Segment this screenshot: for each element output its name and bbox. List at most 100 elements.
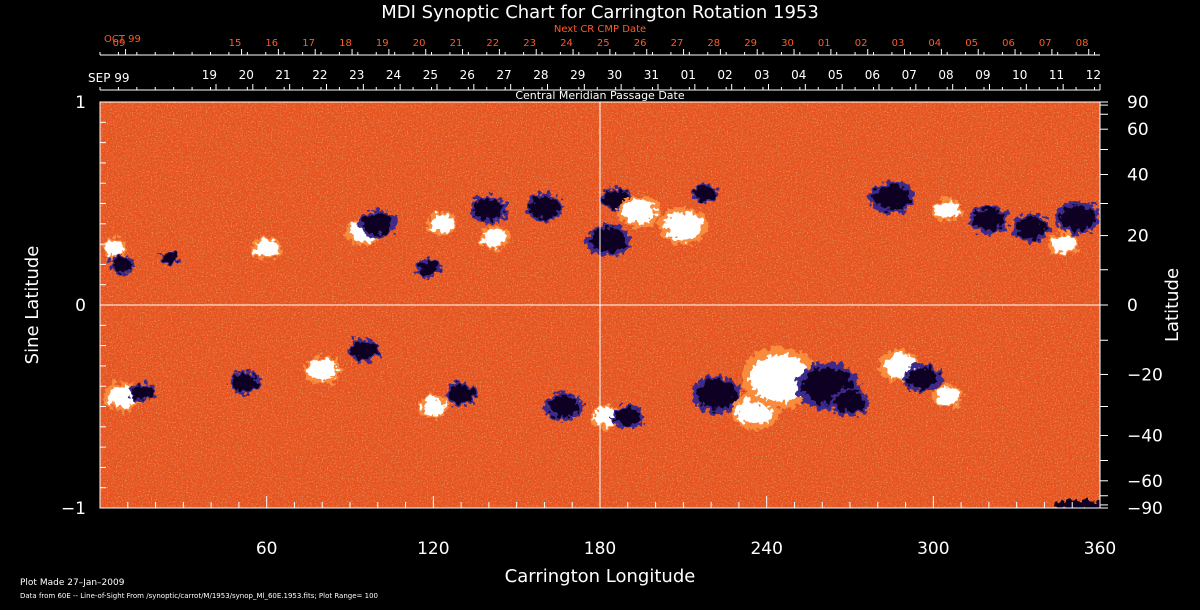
grid-lines: [100, 102, 1100, 508]
next-cmp-date-label: 17: [302, 38, 315, 49]
next-cmp-axis-title: Next CR CMP Date: [554, 24, 646, 35]
region-positive: [104, 240, 124, 256]
next-cmp-date-label: 18: [339, 38, 352, 49]
y2-tick-label: 60: [1127, 120, 1149, 140]
footer-plot-date: Plot Made 27–Jan–2009: [20, 578, 125, 588]
y-tick-label: 0: [75, 296, 86, 316]
next-cmp-date-label: 25: [597, 38, 610, 49]
x-axis-label: Carrington Longitude: [505, 566, 696, 587]
region-positive: [254, 239, 279, 258]
y2-tick-label: 20: [1127, 227, 1149, 247]
region-positive: [429, 214, 454, 233]
next-cmp-date-label: 30: [781, 38, 794, 49]
region-positive: [622, 198, 656, 225]
x-tick-label: 180: [584, 539, 616, 559]
cmp-date-label: 02: [717, 68, 732, 82]
y-axis-right: 90 60 40 20 0 −20 −40 −60 −90: [1100, 93, 1163, 519]
footer-data-source: Data from 60E -- Line-of-Sight From /syn…: [20, 592, 378, 600]
y2-tick-label: 0: [1127, 296, 1138, 316]
next-cmp-date-label: 24: [560, 38, 573, 49]
region-positive: [749, 354, 812, 402]
cmp-axis-title: Central Meridian Passage Date: [515, 89, 684, 102]
x-tick-label: 240: [750, 539, 782, 559]
cmp-date-label: 01: [681, 68, 696, 82]
cmp-date-label: 29: [570, 68, 585, 82]
next-cmp-date-label: 21: [450, 38, 463, 49]
next-cmp-month-label: OCT 99: [104, 34, 141, 45]
y2-tick-label: −20: [1127, 365, 1163, 385]
cmp-month-label: SEP 99: [88, 71, 130, 85]
region-negative: [131, 385, 152, 400]
next-cmp-date-label: 27: [671, 38, 684, 49]
cmp-date-label: 25: [423, 68, 438, 82]
y2-axis-label: Latitude: [1162, 268, 1183, 342]
region-negative: [696, 379, 737, 409]
x-axis: 60 120 180 240 300 360: [99, 496, 1116, 559]
cmp-date-label: 09: [975, 68, 990, 82]
region-negative: [548, 395, 579, 418]
region-negative: [874, 184, 910, 211]
cmp-date-label: 21: [275, 68, 290, 82]
region-negative: [695, 186, 716, 201]
cmp-date-label: 11: [1049, 68, 1064, 82]
y2-tick-label: 90: [1127, 93, 1149, 113]
cmp-date-label: 24: [386, 68, 401, 82]
next-cmp-date-label: 02: [855, 38, 868, 49]
cmp-date-label: 22: [312, 68, 327, 82]
region-negative: [973, 208, 1004, 231]
region-negative: [362, 212, 393, 235]
region-positive: [664, 211, 703, 241]
cmp-date-label: 19: [202, 68, 217, 82]
cmp-date-label: 08: [938, 68, 953, 82]
date-axes: Next CR CMP Date Central Meridian Passage…: [88, 24, 1101, 102]
next-cmp-date-label: 28: [707, 38, 720, 49]
region-positive: [935, 387, 960, 406]
region-negative: [448, 385, 474, 404]
next-cmp-date-label: 26: [634, 38, 647, 49]
y2-tick-label: −60: [1127, 472, 1163, 492]
cmp-date-label: 03: [754, 68, 769, 82]
next-cmp-date-label: 16: [265, 38, 278, 49]
y-axis-left: 1 0 −1: [61, 93, 112, 519]
region-negative: [161, 252, 177, 264]
polar-dark-patch: [1052, 499, 1100, 508]
x-tick-label: 300: [917, 539, 949, 559]
next-cmp-date-label: 03: [892, 38, 905, 49]
cmp-date-label: 06: [865, 68, 880, 82]
region-negative: [231, 373, 257, 392]
region-negative: [1060, 205, 1096, 231]
cmp-date-label: 30: [607, 68, 622, 82]
region-negative: [351, 340, 377, 359]
next-cmp-date-label: 09: [113, 38, 126, 49]
region-negative: [615, 407, 641, 426]
next-cmp-date-label: 06: [1002, 38, 1015, 49]
x-tick-label: 60: [256, 539, 278, 559]
cmp-date-label: 28: [533, 68, 548, 82]
next-cmp-date-label: 08: [1076, 38, 1089, 49]
region-positive: [308, 359, 337, 381]
y2-tick-label: −90: [1127, 499, 1163, 519]
next-cmp-date-label: 22: [486, 38, 499, 49]
region-negative: [112, 257, 133, 272]
next-cmp-date-label: 01: [818, 38, 831, 49]
region-negative: [529, 196, 560, 219]
y2-tick-label: 40: [1127, 166, 1149, 186]
chart-title: MDI Synoptic Chart for Carrington Rotati…: [381, 2, 819, 23]
next-cmp-date-label: 20: [413, 38, 426, 49]
region-negative: [1015, 217, 1046, 239]
next-cmp-date-label: 04: [928, 38, 941, 49]
y-axis-label: Sine Latitude: [22, 246, 43, 365]
cmp-date-label: 20: [239, 68, 254, 82]
next-cmp-date-label: 19: [376, 38, 389, 49]
cmp-date-label: 04: [791, 68, 806, 82]
y-tick-label: 1: [75, 93, 86, 113]
cmp-date-label: 12: [1086, 68, 1101, 82]
cmp-date-label: 23: [349, 68, 364, 82]
region-negative: [907, 367, 938, 389]
cmp-date-label: 26: [460, 68, 475, 82]
cmp-date-label: 31: [644, 68, 659, 82]
region-negative: [417, 261, 438, 276]
cmp-date-label: 27: [496, 68, 511, 82]
region-negative: [473, 198, 504, 221]
